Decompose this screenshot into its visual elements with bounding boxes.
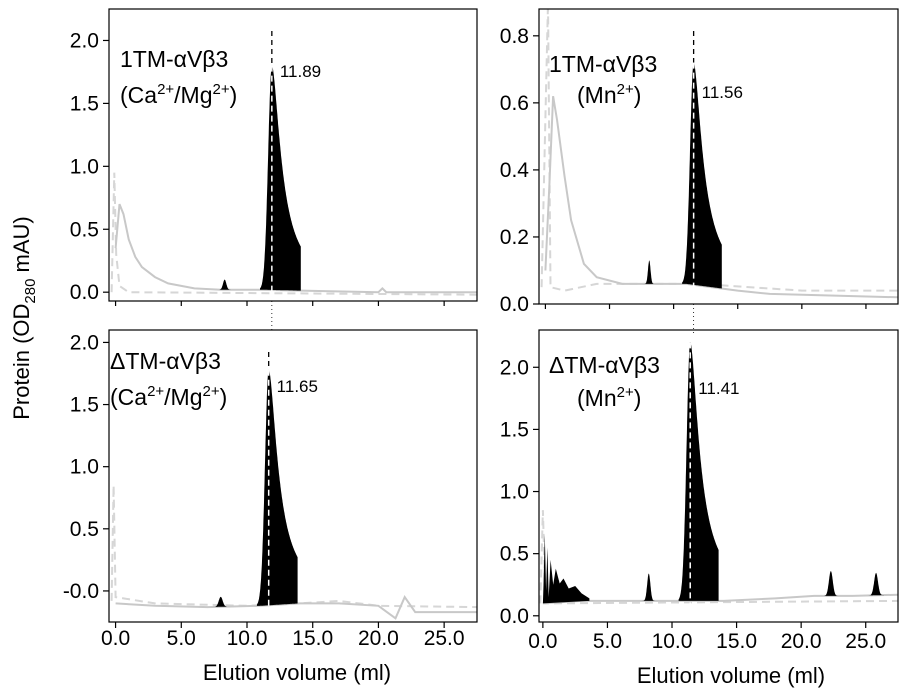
dashed-trace <box>540 9 898 292</box>
y-tick-label: 0.0 <box>500 293 529 316</box>
minor-peak <box>640 573 657 601</box>
y-tick-label: 0.2 <box>500 226 529 249</box>
x-tick-label: 25.0 <box>845 630 886 653</box>
y-axis-title: Protein (OD280 mAU) <box>9 216 39 420</box>
y-tick-label: 2.0 <box>70 331 99 354</box>
dashed-trace <box>539 510 898 605</box>
y-tick-label: 0.0 <box>70 281 99 304</box>
panel-frame <box>108 8 478 302</box>
minor-peak <box>642 260 656 284</box>
minor-peak <box>216 279 233 290</box>
panel-label-construct: 1TM-αVβ3 <box>120 46 228 72</box>
x-tick-label: 5.0 <box>167 627 196 650</box>
panel-dtm-mn: 11.41 0.0 0.5 1.0 1.5 2.0 0.0 5.0 10.0 15.0 20.0 25… <box>500 329 899 653</box>
panel-frame <box>538 8 899 305</box>
peak-position-label: 11.65 <box>277 377 318 396</box>
plot-area <box>110 369 477 620</box>
main-peak <box>678 342 719 601</box>
baseline-trace <box>114 203 477 294</box>
y-tick-label: 0.5 <box>500 543 529 566</box>
panel-label-construct: ΔTM-αVβ3 <box>549 352 660 378</box>
y-tick-label: 0.5 <box>70 218 99 241</box>
main-peak <box>682 62 722 289</box>
x-tick-label: 0.0 <box>101 627 130 650</box>
x-tick-label: 5.0 <box>593 630 622 653</box>
x-tick-label: 0.0 <box>528 630 557 653</box>
y-tick-label: 0.6 <box>500 92 529 115</box>
plot-area <box>110 65 477 296</box>
y-tick-label: 0.8 <box>500 25 529 48</box>
y-tick-label: 0.0 <box>500 605 529 628</box>
minor-peak <box>210 596 231 607</box>
x-tick-label: 20.0 <box>781 630 822 653</box>
y-axis-title-subscript: 280 <box>22 279 39 304</box>
baseline-trace <box>115 595 477 620</box>
y-tick-label: 1.5 <box>70 92 99 115</box>
panel-1tm-ca-mg: 11.89 0.0 0.5 1.0 1.5 2.0 1TM-αVβ3 (Ca2+/Mg2+) <box>70 8 478 330</box>
minor-peak <box>866 572 886 596</box>
panel-label-cation: (Mn2+) <box>577 81 641 108</box>
baseline-trace <box>544 96 898 299</box>
panel-label-cation: (Ca2+/Mg2+) <box>120 81 237 108</box>
x-tick-label: 20.0 <box>358 627 399 650</box>
peak-position-label: 11.41 <box>698 379 739 398</box>
y-tick-label: 1.0 <box>70 155 99 178</box>
y-tick-label: 1.5 <box>70 394 99 417</box>
x-tick-label: 10.0 <box>227 627 268 650</box>
main-peak <box>260 65 301 291</box>
y-tick-label: 1.0 <box>500 481 529 504</box>
y-tick-label: 2.0 <box>500 356 529 379</box>
x-tick-label: 15.0 <box>716 630 757 653</box>
baseline-trace <box>542 593 898 605</box>
x-tick-label: 15.0 <box>292 627 333 650</box>
x-axis-title-right: Elution volume (ml) <box>637 663 825 688</box>
peak-position-label: 11.56 <box>702 83 743 102</box>
panel-label-construct: 1TM-αVβ3 <box>549 51 657 77</box>
panel-frame <box>538 329 899 623</box>
plot-area <box>539 342 898 605</box>
x-tick-label: 10.0 <box>652 630 693 653</box>
panel-1tm-mn: 11.56 0.0 0.2 0.4 0.6 0.8 1TM-αVβ3 (Mn2+) <box>500 8 899 333</box>
y-tick-label: 1.5 <box>500 418 529 441</box>
minor-peak <box>821 571 841 596</box>
y-tick-label: 2.0 <box>70 29 99 52</box>
main-peak <box>256 369 298 606</box>
y-tick-label: 0.4 <box>500 159 530 182</box>
panel-label-construct: ΔTM-αVβ3 <box>110 348 221 374</box>
y-tick-label: 0.5 <box>70 518 99 541</box>
panel-frame <box>108 329 478 623</box>
panel-label-cation: (Ca2+/Mg2+) <box>110 383 227 410</box>
y-tick-label: -0.0 <box>63 580 99 603</box>
peak-position-label: 11.89 <box>280 62 321 81</box>
x-axis-title-left: Elution volume (ml) <box>203 660 391 685</box>
y-tick-label: 1.0 <box>70 456 99 479</box>
dashed-trace <box>110 172 477 296</box>
early-elution-cluster <box>542 535 590 604</box>
panel-label-cation: (Mn2+) <box>577 384 641 411</box>
plot-area <box>540 9 898 299</box>
x-tick-label: 25.0 <box>424 627 465 650</box>
panel-dtm-ca-mg: 11.65 -0.0 0.5 1.0 1.5 2.0 0.0 5.0 10.0 15.0 20.0 2… <box>63 329 478 650</box>
